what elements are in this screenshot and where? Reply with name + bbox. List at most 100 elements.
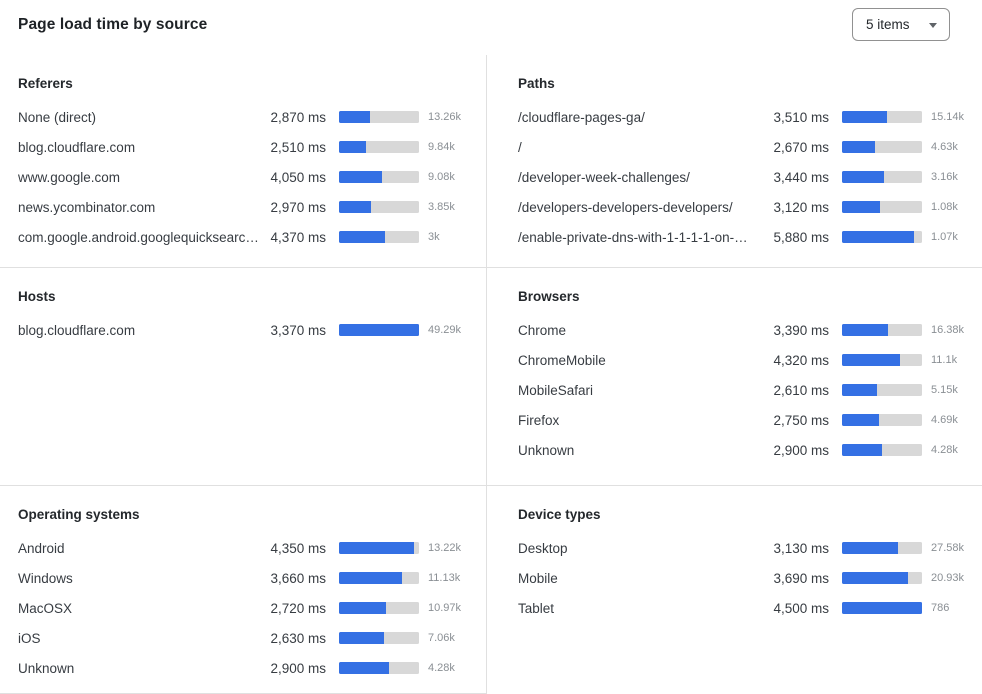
load-time-bar-fill <box>842 231 915 243</box>
load-time-bar <box>842 384 922 396</box>
panel-referers: Referers None (direct) 2,870 ms 13.26k blog… <box>0 55 486 267</box>
load-time-bar <box>842 542 922 554</box>
load-time-bar-fill <box>842 384 878 396</box>
row-load-time: 4,350 ms <box>270 540 326 556</box>
row-count: 11.13k <box>428 572 461 584</box>
load-time-bar-fill <box>339 632 385 644</box>
row-label: Chrome <box>518 322 567 338</box>
row-label: Tablet <box>518 600 555 616</box>
row-count: 7.06k <box>428 632 455 644</box>
panel-operating-systems: Operating systems Android 4,350 ms 13.22k W… <box>0 485 486 694</box>
row-count: 15.14k <box>931 111 965 123</box>
list-item: Unknown 2,900 ms 4.28k <box>518 435 975 465</box>
load-time-bar <box>339 201 419 213</box>
list-item: Unknown 2,900 ms 4.28k <box>18 653 476 683</box>
panel-hosts: Hosts blog.cloudflare.com 3,370 ms 49.29k <box>0 267 486 485</box>
row-load-time: 4,050 ms <box>270 169 326 185</box>
row-label: iOS <box>18 630 41 646</box>
row-count: 4.63k <box>931 141 958 153</box>
chevron-down-icon <box>929 22 937 28</box>
row-count: 3.85k <box>428 201 455 213</box>
page-title: Page load time by source <box>18 16 208 33</box>
row-count: 4.28k <box>931 444 958 456</box>
panel-title-paths: Paths <box>518 76 555 91</box>
load-time-bar <box>339 542 419 554</box>
device-types-list: Desktop 3,130 ms 27.58k Mobile 3,690 ms 20.93… <box>518 533 975 623</box>
row-label: / <box>518 139 522 155</box>
row-label: /developer-week-challenges/ <box>518 169 690 185</box>
load-time-bar-fill <box>842 542 899 554</box>
list-item: com.google.android.googlequicksearc… 4,37… <box>18 222 476 252</box>
row-load-time: 3,660 ms <box>270 570 326 586</box>
load-time-bar <box>339 324 419 336</box>
row-load-time: 3,390 ms <box>773 322 829 338</box>
load-time-bar-fill <box>842 444 882 456</box>
load-time-bar <box>842 444 922 456</box>
row-label: ChromeMobile <box>518 352 606 368</box>
row-load-time: 2,670 ms <box>773 139 829 155</box>
list-item: ChromeMobile 4,320 ms 11.1k <box>518 345 975 375</box>
load-time-bar-fill <box>842 141 875 153</box>
row-label: news.ycombinator.com <box>18 199 156 215</box>
row-label: MacOSX <box>18 600 73 616</box>
panel-title-device-types: Device types <box>518 507 601 522</box>
row-count: 5.15k <box>931 384 958 396</box>
row-count: 10.97k <box>428 602 462 614</box>
row-load-time: 3,510 ms <box>773 109 829 125</box>
load-time-bar <box>842 141 922 153</box>
load-time-bar-fill <box>339 602 387 614</box>
row-load-time: 3,440 ms <box>773 169 829 185</box>
list-item: www.google.com 4,050 ms 9.08k <box>18 162 476 192</box>
list-item: blog.cloudflare.com 2,510 ms 9.84k <box>18 132 476 162</box>
row-load-time: 3,130 ms <box>773 540 829 556</box>
items-count-value: 5 items <box>866 17 910 32</box>
row-load-time: 2,510 ms <box>270 139 326 155</box>
load-time-bar-fill <box>842 201 881 213</box>
load-time-bar-fill <box>339 572 403 584</box>
load-time-bar <box>842 602 922 614</box>
panels-grid: Referers None (direct) 2,870 ms 13.26k blog… <box>0 55 982 694</box>
load-time-bar <box>339 602 419 614</box>
load-time-bar <box>339 662 419 674</box>
panel-browsers: Browsers Chrome 3,390 ms 16.38k ChromeMobil… <box>486 267 982 485</box>
row-load-time: 2,720 ms <box>270 600 326 616</box>
load-time-bar-fill <box>842 111 887 123</box>
list-item: /developers-developers-developers/3,120 … <box>518 192 975 222</box>
list-item: Mobile 3,690 ms 20.93k <box>518 563 975 593</box>
load-time-bar <box>842 572 922 584</box>
row-label: www.google.com <box>18 169 121 185</box>
row-load-time: 3,120 ms <box>773 199 829 215</box>
row-label: None (direct) <box>18 109 97 125</box>
load-time-bar-fill <box>842 354 900 366</box>
list-item: / 2,670 ms 4.63k <box>518 132 975 162</box>
row-count: 786 <box>931 602 950 614</box>
load-time-bar-fill <box>339 662 389 674</box>
row-count: 13.22k <box>428 542 462 554</box>
row-label: Unknown <box>18 660 75 676</box>
row-load-time: 2,900 ms <box>270 660 326 676</box>
row-count: 1.07k <box>931 231 958 243</box>
row-load-time: 2,900 ms <box>773 442 829 458</box>
list-item: news.ycombinator.com 2,970 ms 3.85k <box>18 192 476 222</box>
list-item: /cloudflare-pages-ga/3,510 ms 15.14k <box>518 102 975 132</box>
load-time-bar <box>842 231 922 243</box>
load-time-bar <box>842 414 922 426</box>
load-time-bar <box>842 111 922 123</box>
list-item: Windows 3,660 ms 11.13k <box>18 563 476 593</box>
panel-title-operating-systems: Operating systems <box>18 507 140 522</box>
row-count: 16.38k <box>931 324 965 336</box>
row-label: Android <box>18 540 65 556</box>
load-time-bar <box>339 572 419 584</box>
load-time-bar-fill <box>842 324 888 336</box>
list-item: MobileSafari 2,610 ms 5.15k <box>518 375 975 405</box>
list-item: Chrome 3,390 ms 16.38k <box>518 315 975 345</box>
hosts-list: blog.cloudflare.com 3,370 ms 49.29k <box>18 315 476 345</box>
row-count: 9.08k <box>428 171 455 183</box>
load-time-bar <box>842 201 922 213</box>
load-time-bar-fill <box>842 572 908 584</box>
load-time-bar-fill <box>339 111 370 123</box>
items-count-select[interactable]: 5 items <box>852 8 950 41</box>
load-time-bar <box>339 111 419 123</box>
row-label: /developers-developers-developers/ <box>518 199 733 215</box>
load-time-bar-fill <box>842 171 885 183</box>
